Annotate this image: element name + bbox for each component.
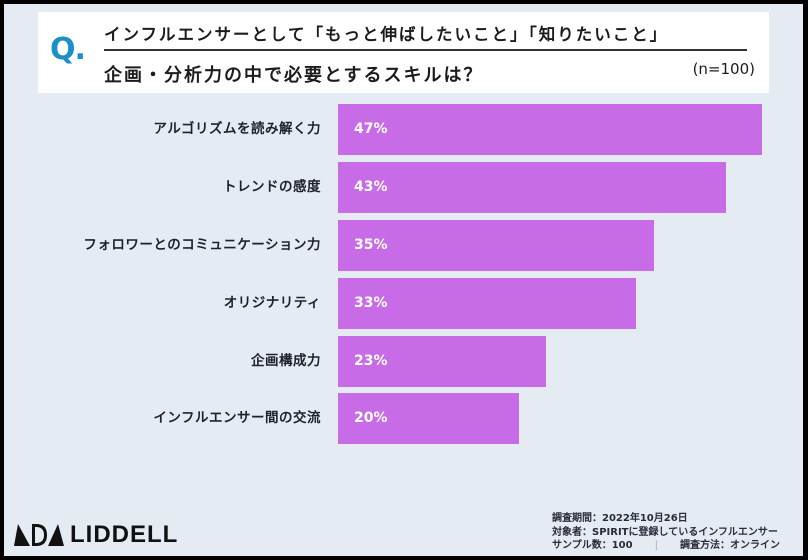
question-title-line1: インフルエンサーとして「もっと伸ばしたいこと」「知りたいこと」 bbox=[104, 25, 669, 44]
survey-target: 対象者：SPIRITに登録しているインフルエンサー bbox=[552, 526, 778, 538]
bar-label: インフルエンサー間の交流 bbox=[153, 410, 321, 426]
survey-method: 調査方法：オンライン bbox=[679, 540, 780, 551]
bar: 33% bbox=[338, 278, 636, 329]
title-divider bbox=[104, 49, 747, 51]
bar-value: 43% bbox=[354, 179, 388, 195]
bar: 47% bbox=[338, 104, 762, 155]
footer-separator: | bbox=[654, 540, 658, 551]
bar-row: インフルエンサー間の交流 20% bbox=[4, 393, 803, 444]
bar: 43% bbox=[338, 162, 726, 213]
bar-value: 35% bbox=[354, 237, 388, 253]
bar-value: 33% bbox=[354, 295, 388, 311]
bar-row: アルゴリズムを読み解く力 47% bbox=[4, 104, 803, 155]
bar-label: オリジナリティ bbox=[223, 295, 321, 311]
logo-text: LIDDELL bbox=[70, 521, 179, 548]
bar-label: フォロワーとのコミュニケーション力 bbox=[83, 237, 321, 253]
bar-row: トレンドの感度 43% bbox=[4, 162, 803, 213]
chart-frame: Q. インフルエンサーとして「もっと伸ばしたいこと」「知りたいこと」 企画・分析… bbox=[4, 4, 803, 556]
bar: 35% bbox=[338, 220, 654, 271]
bar-row: オリジナリティ 33% bbox=[4, 278, 803, 329]
survey-period: 調査期間：2022年10月26日 bbox=[552, 513, 688, 524]
bar-value: 23% bbox=[354, 353, 388, 369]
bar: 20% bbox=[338, 393, 519, 444]
survey-sample-method: サンプル数：100 | 調査方法：オンライン bbox=[552, 539, 780, 553]
sample-size: (n=100) bbox=[692, 60, 755, 78]
liddell-logo: LIDDELL bbox=[14, 520, 178, 550]
question-box: Q. インフルエンサーとして「もっと伸ばしたいこと」「知りたいこと」 企画・分析… bbox=[38, 12, 769, 93]
liddell-logo-icon bbox=[14, 524, 64, 546]
question-mark-icon: Q. bbox=[50, 32, 86, 67]
question-title-line2: 企画・分析力の中で必要とするスキルは？ bbox=[104, 65, 484, 86]
bar-label: 企画構成力 bbox=[251, 353, 321, 369]
survey-sample: サンプル数：100 bbox=[552, 540, 633, 551]
bar-value: 47% bbox=[354, 121, 388, 137]
survey-footer: 調査期間：2022年10月26日 対象者：SPIRITに登録しているインフルエン… bbox=[552, 512, 780, 553]
bar-label: アルゴリズムを読み解く力 bbox=[153, 121, 321, 137]
bar-value: 20% bbox=[354, 410, 388, 426]
bar: 23% bbox=[338, 336, 546, 387]
bar-row: フォロワーとのコミュニケーション力 35% bbox=[4, 220, 803, 271]
bar-row: 企画構成力 23% bbox=[4, 336, 803, 387]
bar-label: トレンドの感度 bbox=[223, 179, 321, 195]
